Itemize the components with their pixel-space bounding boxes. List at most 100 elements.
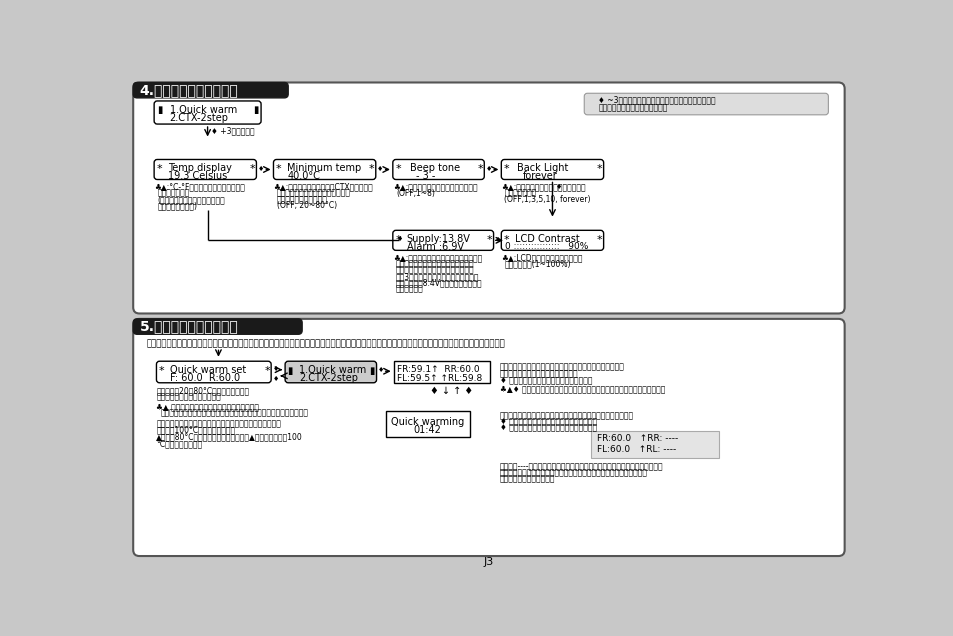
Text: LCD Contrast: LCD Contrast	[515, 234, 579, 244]
Text: 使用する前に、最低ウォーミング温: 使用する前に、最低ウォーミング温	[276, 189, 350, 198]
Text: *: *	[275, 164, 281, 174]
Text: Back Light: Back Light	[517, 163, 568, 174]
Text: 40.0°C: 40.0°C	[287, 171, 320, 181]
Text: 上向きの矢印は、温度が上がっていることを意味します。設: 上向きの矢印は、温度が上がっていることを意味します。設	[499, 363, 624, 372]
FancyBboxPatch shape	[156, 361, 271, 383]
Text: 1.Quick warm: 1.Quick warm	[298, 365, 366, 375]
Text: ♦: ♦	[273, 376, 278, 382]
Text: ーであれば、8.4Vに設定することをお: ーであれば、8.4Vに設定することをお	[395, 278, 482, 287]
Text: ♣▲:LCD液晶画面の明るさを選択: ♣▲:LCD液晶画面の明るさを選択	[500, 253, 582, 263]
Bar	[591, 431, 719, 459]
FancyBboxPatch shape	[500, 230, 603, 251]
FancyBboxPatch shape	[133, 83, 288, 98]
Text: ♦: ♦	[273, 366, 278, 372]
FancyBboxPatch shape	[133, 83, 843, 314]
Text: 4.ユーザーセットアップ: 4.ユーザーセットアップ	[139, 83, 238, 97]
Text: ▮: ▮	[157, 105, 162, 115]
Text: Supply:13.8V: Supply:13.8V	[406, 234, 470, 244]
Text: ♦ クイック・ウォーミング画面に戻ります。: ♦ クイック・ウォーミング画面に戻ります。	[499, 417, 597, 426]
Text: ♦: ♦	[257, 165, 264, 172]
Text: 度を設定してください。: 度を設定してください。	[276, 195, 327, 204]
Text: い。この機能によりリチウムポリマー: い。この機能によりリチウムポリマー	[395, 259, 474, 268]
Text: 19.3 Celsius: 19.3 Celsius	[168, 171, 227, 181]
Text: Minimum temp: Minimum temp	[287, 163, 361, 174]
Text: Beep tone: Beep tone	[410, 163, 459, 174]
Text: *: *	[369, 164, 374, 174]
Text: ♣▲:クイック・ウォーム、CTXウォームを: ♣▲:クイック・ウォーム、CTXウォームを	[274, 183, 373, 191]
Text: (OFF,1~8): (OFF,1~8)	[395, 189, 435, 198]
Text: *: *	[596, 164, 601, 174]
FancyBboxPatch shape	[154, 101, 261, 124]
Text: クイック・ウォーミング中に経過タイムを見ることができます。: クイック・ウォーミング中に経過タイムを見ることができます。	[499, 411, 633, 420]
Text: ♦: ♦	[495, 237, 501, 243]
Text: *: *	[476, 164, 482, 174]
Text: (左前ウォーマーの温度がモニタ: (左前ウォーマーの温度がモニタ	[157, 195, 225, 204]
Text: コースあるいは天気の状況によって、より高温な設定が必要: コースあるいは天気の状況によって、より高温な設定が必要	[156, 419, 281, 428]
Text: ♦ +3秒間長押し: ♦ +3秒間長押し	[211, 127, 254, 135]
Text: ♣▲:°C-°Fのディスプレイ表示を選択: ♣▲:°C-°Fのディスプレイ表示を選択	[154, 183, 245, 191]
Text: *: *	[395, 164, 400, 174]
Text: ♣▲♦ クイック・ウォーミング中に、設定温度を変更することが出来ます。: ♣▲♦ クイック・ウォーミング中に、設定温度を変更することが出来ます。	[499, 384, 664, 393]
Text: F: 60.0  R:60.0: F: 60.0 R:60.0	[171, 373, 240, 383]
Text: な時は、100°C設定が可能です。: な時は、100°C設定が可能です。	[156, 425, 235, 434]
Text: ♣▲:バックライトの点灯時間を設定し: ♣▲:バックライトの点灯時間を設定し	[500, 183, 585, 191]
Text: FL:60.0   ↑RL: ----: FL:60.0 ↑RL: ----	[597, 445, 676, 454]
Text: 2.CTX-2step: 2.CTX-2step	[170, 113, 229, 123]
Text: す。3セルのリチウムポリマーバッテリ: す。3セルのリチウムポリマーバッテリ	[395, 272, 479, 281]
Text: 01:42: 01:42	[414, 425, 441, 435]
Text: ーに表示されます): ーに表示されます)	[157, 201, 197, 210]
Text: るもしくは出ることが出来ます。: るもしくは出ることが出来ます。	[598, 103, 667, 113]
Text: ♦ クイックウォーミング画面から出ます。: ♦ クイックウォーミング画面から出ます。	[499, 377, 592, 385]
Text: している恐れがあります。: している恐れがあります。	[499, 474, 555, 483]
Text: *: *	[596, 235, 601, 245]
Text: *: *	[156, 164, 162, 174]
Text: 後方のセットアップへ移動、クイック・ウォーミング画面へ戻ります。: 後方のセットアップへ移動、クイック・ウォーミング画面へ戻ります。	[160, 408, 308, 417]
Text: *: *	[249, 164, 254, 174]
Text: ♦: ♦	[555, 184, 561, 190]
Text: ♦ ~3秒間長押し，ユーザーセットアップモードに入: ♦ ~3秒間長押し，ユーザーセットアップモードに入	[598, 95, 715, 104]
Text: ていください。: ていください。	[504, 189, 537, 198]
Text: 定温度に到達すると矢印は消えます。: 定温度に到達すると矢印は消えます。	[499, 369, 578, 378]
FancyBboxPatch shape	[274, 160, 375, 179]
Text: ▮: ▮	[253, 105, 258, 115]
Text: *: *	[486, 235, 492, 245]
Text: ▲キーで80°Cまで設定を上げ、もう一度▲キーを押すと、100: ▲キーで80°Cまで設定を上げ、もう一度▲キーを押すと、100	[156, 433, 303, 442]
Text: forever: forever	[522, 171, 558, 181]
Text: ♦: ♦	[396, 236, 402, 242]
Text: 5.クイックウォーミング: 5.クイックウォーミング	[139, 319, 238, 333]
Text: - 3 -: - 3 -	[416, 171, 435, 181]
Text: *: *	[264, 366, 270, 376]
Text: FR:60.0   ↑RR: ----: FR:60.0 ↑RR: ----	[597, 434, 678, 443]
Text: ♣▲:低電圧のアラームを設定してくださ: ♣▲:低電圧のアラームを設定してくださ	[393, 253, 481, 263]
Text: 0 ::::::::::::::::   90%: 0 :::::::::::::::: 90%	[505, 242, 588, 251]
Text: タイヤ用に設定してください。: タイヤ用に設定してください。	[156, 393, 221, 402]
Text: ▮: ▮	[287, 366, 293, 376]
Text: ♣▲ 前方または後方の設定温度を変更します。: ♣▲ 前方または後方の設定温度を変更します。	[156, 402, 259, 411]
Bar	[385, 411, 469, 438]
Text: *: *	[503, 235, 509, 245]
Text: ♦: ♦	[377, 165, 383, 172]
Text: *: *	[158, 366, 164, 376]
Text: 画面に「----」と表示されたときは、ウォーマーの接続を確認してください。: 画面に「----」と表示されたときは、ウォーマーの接続を確認してください。	[499, 462, 662, 471]
Text: して下さい。(1~100%): して下さい。(1~100%)	[504, 259, 570, 268]
Text: (OFF, 20~80°C): (OFF, 20~80°C)	[276, 201, 336, 210]
FancyBboxPatch shape	[133, 319, 843, 556]
Bar	[394, 361, 490, 383]
Text: (OFF,1,3,5,10, forever): (OFF,1,3,5,10, forever)	[504, 195, 590, 204]
Text: °Cに設定できます。: °Cに設定できます。	[156, 439, 202, 448]
Text: 上図のような画面では、後方のウォーマーの接続不良か、あるいは断線: 上図のような画面では、後方のウォーマーの接続不良か、あるいは断線	[499, 468, 647, 477]
Text: Alarm :6.9V: Alarm :6.9V	[406, 242, 463, 252]
Text: 2.CTX-2step: 2.CTX-2step	[298, 373, 357, 383]
Text: ♦ クイック・ウォーミング画面から出ます。: ♦ クイック・ウォーミング画面から出ます。	[499, 424, 597, 432]
FancyBboxPatch shape	[500, 160, 603, 179]
Text: FR:59.1↑  RR:60.0: FR:59.1↑ RR:60.0	[397, 365, 479, 374]
Text: このモードは普段お使いいただくのに最適なモードです。すぐに設定、スタートすることが出来ます。ウォーミング中に温度設定を変更することが出来ます: このモードは普段お使いいただくのに最適なモードです。すぐに設定、スタートすること…	[146, 340, 504, 349]
Text: *: *	[395, 235, 400, 245]
Text: 1.Quick warm: 1.Quick warm	[170, 105, 236, 115]
Text: J3: J3	[483, 556, 494, 567]
FancyBboxPatch shape	[393, 160, 484, 179]
Text: Quick warm set: Quick warm set	[171, 365, 247, 375]
FancyBboxPatch shape	[154, 160, 256, 179]
Text: FL:59.5↑ ↑RL:59.8: FL:59.5↑ ↑RL:59.8	[397, 373, 482, 382]
Text: してください。: してください。	[157, 189, 190, 198]
